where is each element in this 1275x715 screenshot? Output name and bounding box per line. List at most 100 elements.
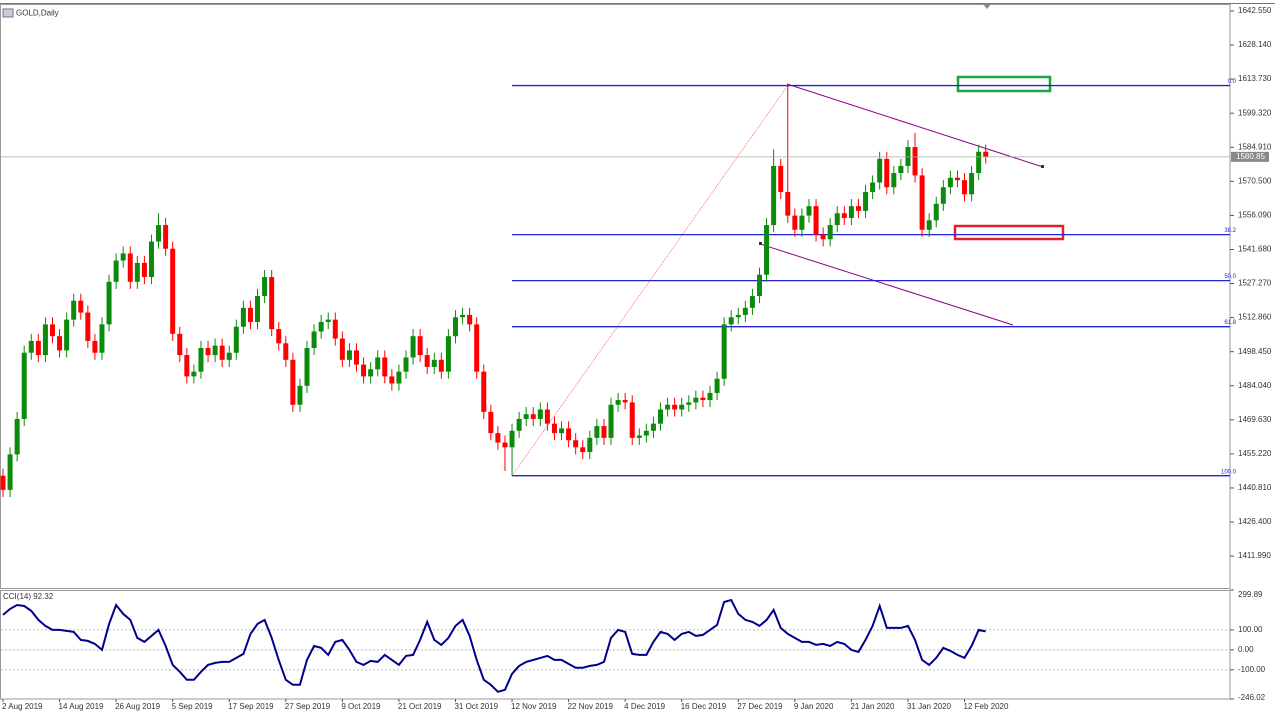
candle-body bbox=[361, 364, 367, 377]
candle-body bbox=[71, 300, 77, 320]
candle-body bbox=[587, 437, 593, 453]
candle-body bbox=[983, 151, 989, 157]
candle-body bbox=[382, 357, 388, 377]
candle-body bbox=[170, 248, 176, 334]
candle-body bbox=[191, 371, 197, 377]
trend-line bbox=[786, 83, 1044, 168]
candle-body bbox=[969, 173, 975, 195]
candle-body bbox=[778, 165, 784, 192]
candle-body bbox=[417, 336, 423, 356]
candle-body bbox=[749, 296, 755, 308]
candle-body bbox=[962, 180, 968, 195]
trend-anchor bbox=[1041, 165, 1044, 168]
candle-body bbox=[693, 397, 699, 403]
candle-body bbox=[14, 418, 20, 455]
x-tick-label: 9 Jan 2020 bbox=[794, 702, 834, 711]
candle-body bbox=[933, 203, 939, 221]
candle-body bbox=[707, 392, 713, 401]
candle-body bbox=[488, 411, 494, 434]
x-tick-label: 12 Feb 2020 bbox=[964, 702, 1009, 711]
candle-body bbox=[127, 253, 133, 282]
candle-body bbox=[198, 348, 204, 372]
candle-body bbox=[742, 307, 748, 315]
trend-line bbox=[759, 243, 1014, 326]
candle-body bbox=[205, 348, 211, 356]
candle-body bbox=[7, 454, 13, 490]
candle-body bbox=[269, 277, 275, 330]
candle-body bbox=[771, 165, 777, 226]
x-tick-label: 27 Sep 2019 bbox=[285, 702, 331, 711]
candle-body bbox=[509, 430, 515, 448]
y-tick-label: 1642.550 bbox=[1238, 6, 1272, 15]
candle-body bbox=[700, 397, 706, 401]
y-tick-label: 1599.320 bbox=[1238, 108, 1272, 117]
candle-body bbox=[375, 357, 381, 370]
candle-body bbox=[679, 404, 685, 410]
x-tick-label: 21 Oct 2019 bbox=[398, 702, 442, 711]
candle-body bbox=[0, 475, 6, 490]
shift-marker bbox=[983, 4, 991, 9]
y-tick-label: 1440.810 bbox=[1238, 483, 1272, 492]
candle-body bbox=[580, 447, 586, 453]
y-tick-label: 1541.680 bbox=[1238, 245, 1272, 254]
candle-body bbox=[799, 215, 805, 230]
x-tick-label: 14 Aug 2019 bbox=[59, 702, 104, 711]
y2-tick-label: 100.00 bbox=[1238, 625, 1263, 634]
candle-body bbox=[184, 355, 190, 377]
x-tick-label: 26 Aug 2019 bbox=[115, 702, 160, 711]
candle-body bbox=[615, 400, 621, 405]
candle-body bbox=[643, 430, 649, 436]
candle-body bbox=[410, 336, 416, 358]
x-tick-label: 4 Dec 2019 bbox=[624, 702, 665, 711]
candle-body bbox=[658, 409, 664, 424]
candle-body bbox=[848, 206, 854, 218]
candle-body bbox=[665, 404, 671, 410]
candle-body bbox=[42, 324, 48, 356]
candle-body bbox=[297, 385, 303, 405]
candle-body bbox=[976, 151, 982, 174]
candle-body bbox=[226, 352, 232, 360]
candle-body bbox=[516, 418, 522, 431]
candle-body bbox=[106, 281, 112, 325]
x-tick-label: 31 Oct 2019 bbox=[454, 702, 498, 711]
candle-body bbox=[820, 234, 826, 240]
y-tick-label: 1613.730 bbox=[1238, 74, 1272, 83]
fib-level-label: 0.0 bbox=[1228, 79, 1237, 85]
fib-level-label: 100.0 bbox=[1221, 469, 1237, 475]
candle-body bbox=[735, 314, 741, 318]
candle-body bbox=[785, 191, 791, 216]
main-pane bbox=[0, 4, 1231, 589]
candle-body bbox=[806, 206, 812, 216]
candle-body bbox=[728, 317, 734, 325]
candle-body bbox=[120, 253, 126, 261]
candle-body bbox=[424, 355, 430, 367]
candle-body bbox=[855, 206, 861, 211]
candle-body bbox=[163, 225, 169, 249]
y-tick-label: 1584.910 bbox=[1238, 142, 1272, 151]
last-price-tag bbox=[1231, 151, 1269, 162]
candle-body bbox=[551, 423, 557, 434]
candle-body bbox=[559, 428, 565, 434]
stop-box bbox=[953, 224, 1065, 241]
x-tick-label: 17 Sep 2019 bbox=[228, 702, 274, 711]
candle-body bbox=[177, 333, 183, 356]
y-tick-label: 1469.630 bbox=[1238, 415, 1272, 424]
candle-body bbox=[764, 225, 770, 275]
x-tick-label: 5 Sep 2019 bbox=[172, 702, 213, 711]
candle-body bbox=[502, 442, 508, 448]
y-tick-label: 1628.140 bbox=[1238, 40, 1272, 49]
candle-body bbox=[594, 426, 600, 438]
candle-body bbox=[354, 350, 359, 365]
candle-body bbox=[368, 369, 374, 377]
candle-body bbox=[474, 324, 480, 372]
candle-body bbox=[85, 312, 91, 341]
candle-body bbox=[332, 319, 338, 339]
candle-body bbox=[57, 336, 63, 351]
candle-body bbox=[544, 409, 550, 424]
candle-body bbox=[686, 402, 692, 405]
candle-body bbox=[396, 371, 402, 384]
candle-body bbox=[460, 314, 466, 318]
candle-body bbox=[21, 352, 27, 419]
